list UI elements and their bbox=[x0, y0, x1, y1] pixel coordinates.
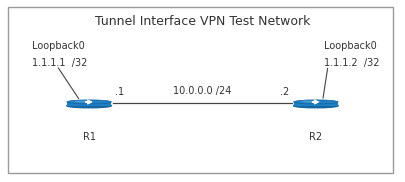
Text: .2: .2 bbox=[280, 87, 290, 97]
Text: R1: R1 bbox=[83, 132, 96, 142]
Bar bbox=[294, 102, 338, 106]
Text: Loopback0: Loopback0 bbox=[324, 41, 377, 51]
Ellipse shape bbox=[294, 100, 338, 104]
FancyBboxPatch shape bbox=[8, 7, 393, 173]
Ellipse shape bbox=[294, 104, 338, 108]
Text: .1: .1 bbox=[115, 87, 125, 97]
Text: 1.1.1.1  /32: 1.1.1.1 /32 bbox=[32, 58, 88, 68]
Text: 1.1.1.2  /32: 1.1.1.2 /32 bbox=[324, 58, 379, 68]
Ellipse shape bbox=[67, 100, 111, 104]
Ellipse shape bbox=[302, 101, 320, 102]
Text: Tunnel Interface VPN Test Network: Tunnel Interface VPN Test Network bbox=[95, 15, 310, 28]
Bar bbox=[67, 102, 111, 106]
Text: 10.0.0.0 /24: 10.0.0.0 /24 bbox=[173, 86, 232, 96]
Ellipse shape bbox=[67, 104, 111, 108]
Text: Loopback0: Loopback0 bbox=[32, 41, 85, 51]
Ellipse shape bbox=[75, 101, 94, 102]
Text: R2: R2 bbox=[309, 132, 322, 142]
